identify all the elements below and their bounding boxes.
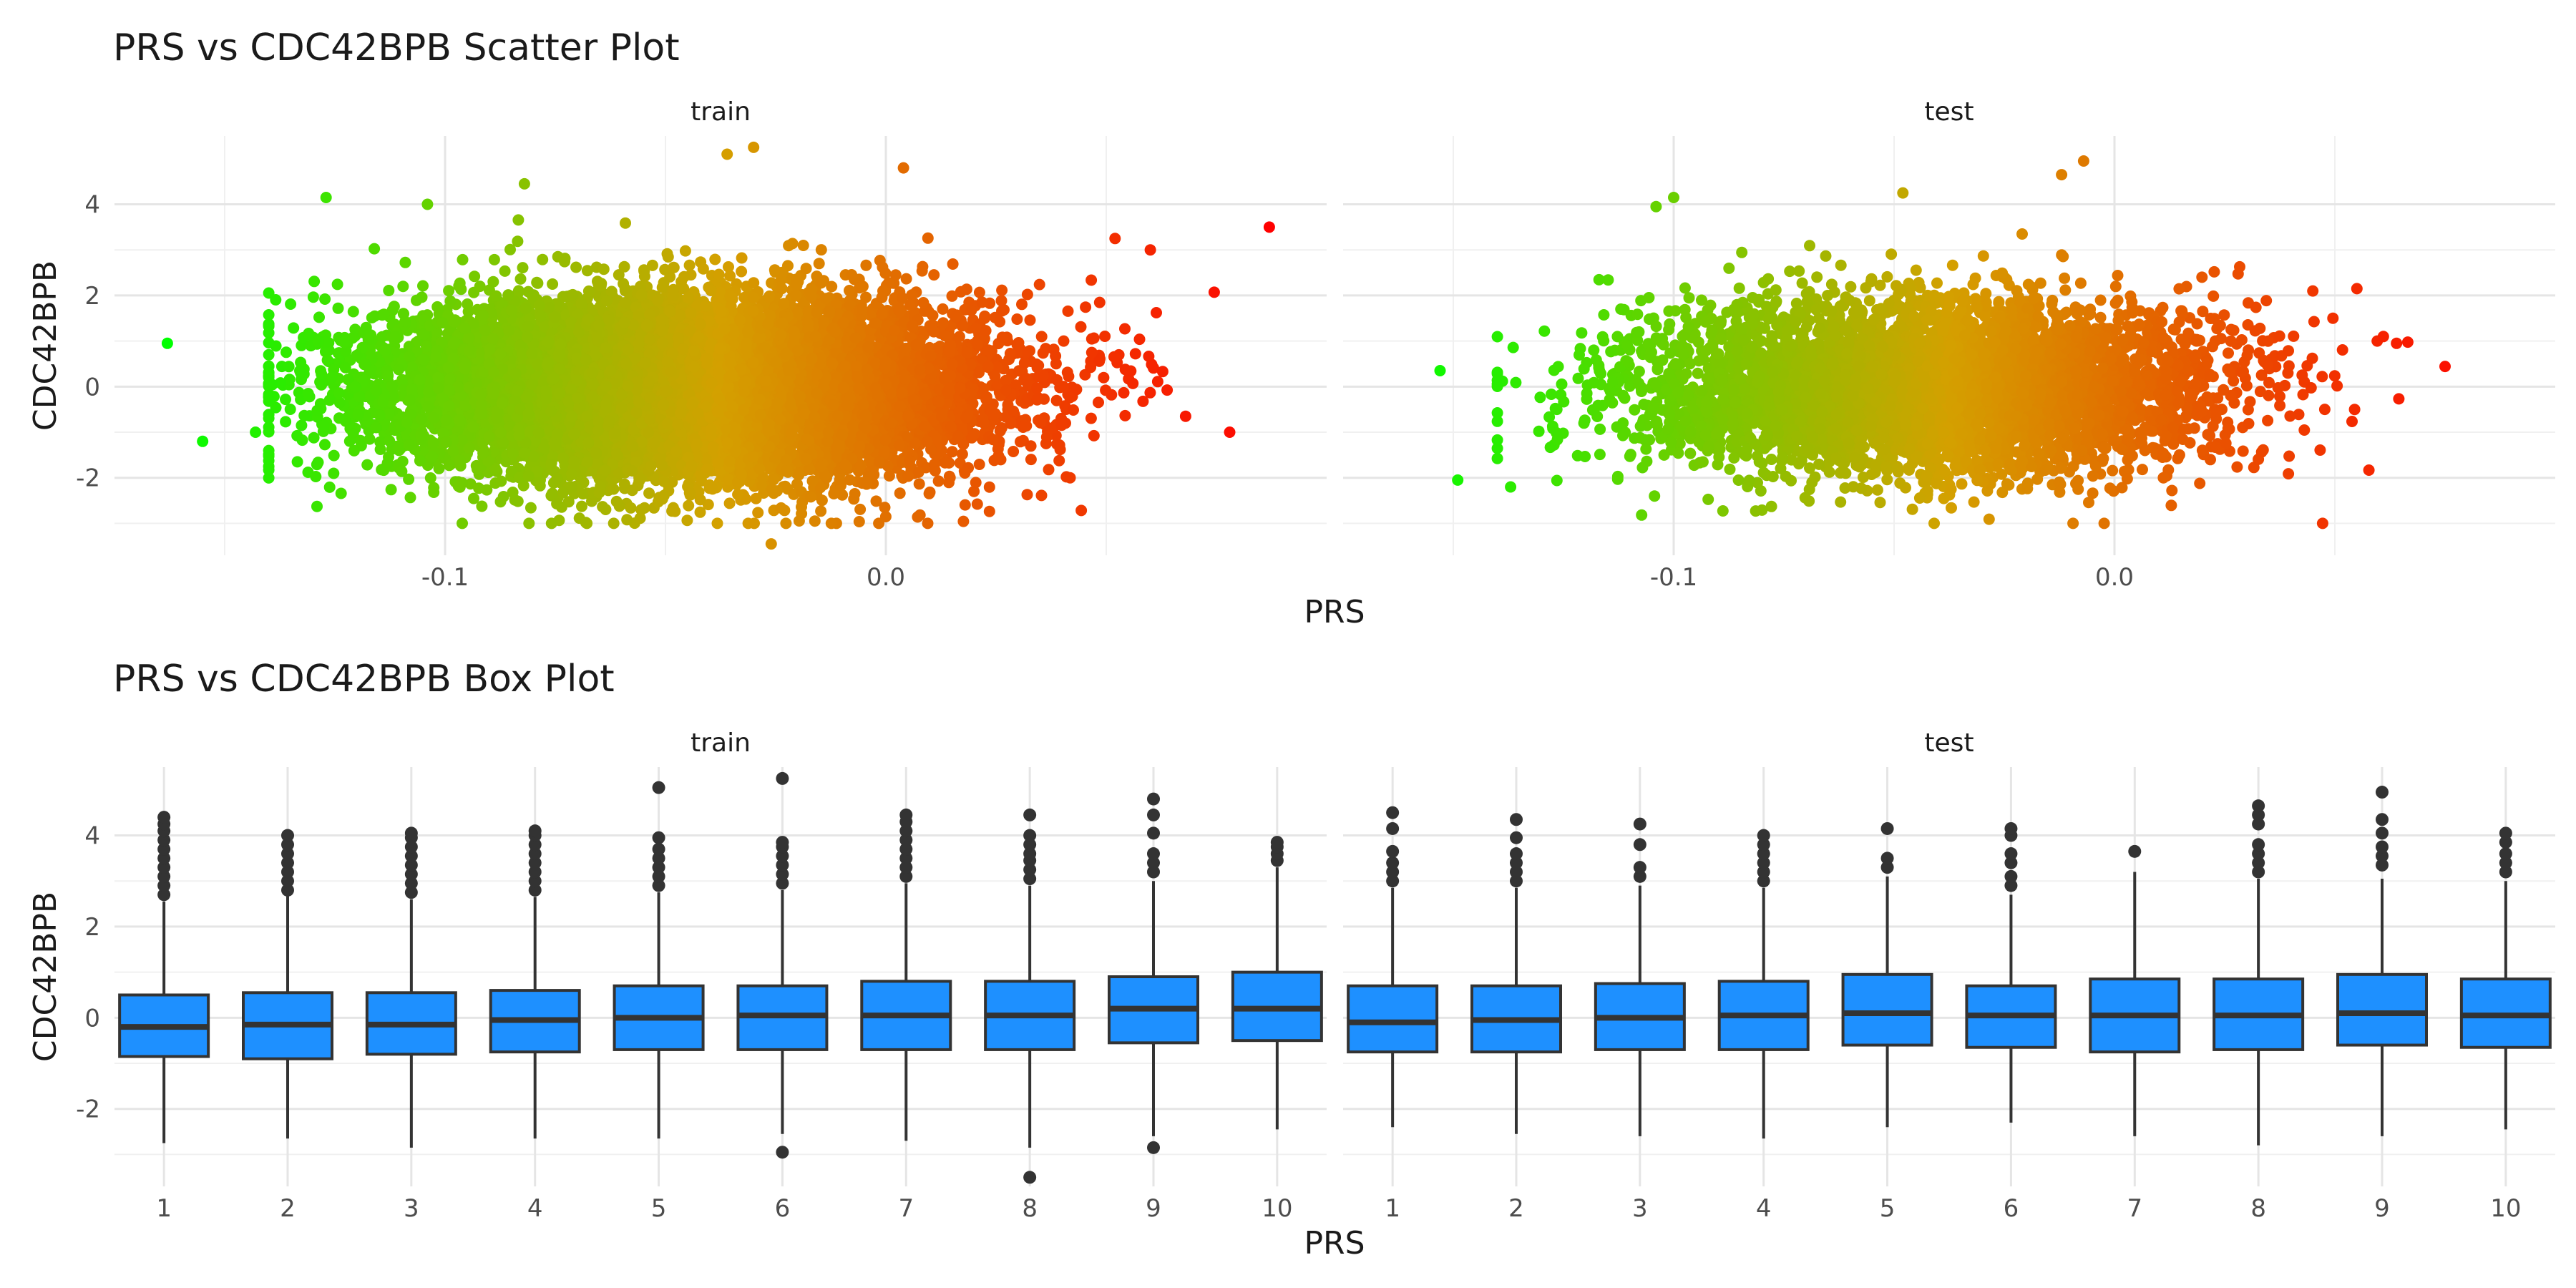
- scatter-point: [280, 346, 292, 358]
- scatter-point: [328, 467, 340, 479]
- scatter-facet-strip-test: test: [1924, 97, 1974, 127]
- scatter-point: [683, 499, 695, 512]
- y-tick-label: -2: [76, 464, 100, 493]
- scatter-points-train: [161, 141, 1275, 550]
- scatter-point: [983, 505, 995, 517]
- scatter-point: [608, 517, 620, 530]
- scatter-point: [1208, 286, 1220, 298]
- scatter-point: [956, 448, 968, 460]
- scatter-point: [313, 311, 325, 323]
- scatter-point: [959, 499, 971, 511]
- scatter-point: [433, 462, 445, 474]
- scatter-point: [328, 449, 340, 462]
- scatter-point: [1035, 331, 1048, 343]
- y-tick-label: 4: [84, 191, 100, 220]
- y-tick-label: 2: [84, 282, 100, 311]
- scatter-point: [280, 394, 291, 406]
- scatter-point: [922, 517, 934, 530]
- scatter-point: [780, 517, 792, 530]
- scatter-point: [547, 278, 559, 290]
- scatter-point: [319, 293, 331, 305]
- scatter-point: [335, 487, 347, 499]
- scatter-point: [971, 498, 983, 510]
- scatter-point: [323, 394, 336, 406]
- scatter-panel-train: -2 0 2 4 -0.1 0.0: [76, 136, 1327, 592]
- scatter-point: [1118, 386, 1130, 399]
- scatter-point: [386, 304, 399, 316]
- scatter-point: [928, 269, 940, 281]
- scatter-point: [694, 506, 706, 518]
- scatter-facet-strip-train: train: [691, 97, 751, 127]
- scatter-point: [736, 265, 748, 278]
- scatter-point: [1021, 489, 1033, 501]
- scatter-point: [296, 434, 308, 447]
- scatter-point: [424, 472, 436, 484]
- scatter-point: [323, 481, 336, 493]
- scatter-point: [894, 487, 906, 499]
- scatter-point: [263, 472, 275, 484]
- scatter-point: [870, 495, 882, 507]
- scatter-point: [947, 258, 959, 270]
- scatter-point: [994, 316, 1006, 328]
- scatter-point: [711, 517, 723, 530]
- y-tick-label: 0: [84, 373, 100, 401]
- scatter-point: [263, 367, 275, 379]
- scatter-point: [666, 476, 678, 488]
- scatter-point: [1100, 384, 1112, 396]
- scatter-point: [922, 232, 934, 244]
- scatter-point: [517, 262, 529, 274]
- scatter-point: [291, 456, 303, 468]
- x-tick-label: -0.1: [421, 563, 469, 592]
- scatter-point: [809, 515, 821, 527]
- scatter-point: [1085, 412, 1097, 424]
- scatter-point: [815, 505, 827, 517]
- scatter-point: [1099, 331, 1111, 342]
- scatter-point: [1119, 323, 1131, 335]
- scatter-point: [736, 252, 748, 264]
- scatter-point: [263, 309, 275, 321]
- scatter-point: [646, 259, 658, 271]
- scatter-point: [514, 273, 527, 285]
- scatter-point: [826, 280, 838, 293]
- scatter-point: [476, 500, 488, 512]
- scatter-point: [995, 295, 1008, 307]
- scatter-point: [428, 482, 440, 494]
- scatter-point: [385, 484, 397, 496]
- scatter-point: [284, 404, 296, 415]
- scatter-plot-title: PRS vs CDC42BPB Scatter Plot: [113, 26, 680, 69]
- scatter-point: [397, 280, 409, 293]
- scatter-point: [973, 286, 985, 298]
- scatter-point: [724, 270, 736, 282]
- scatter-point: [1156, 366, 1169, 378]
- scatter-point: [417, 280, 429, 292]
- scatter-point: [457, 517, 468, 530]
- scatter-point: [1088, 429, 1100, 441]
- scatter-point: [280, 416, 292, 428]
- scatter-point: [713, 268, 725, 280]
- scatter-point: [497, 491, 509, 502]
- scatter-point: [597, 263, 610, 275]
- scatter-point: [900, 273, 912, 285]
- scatter-point: [883, 470, 895, 482]
- scatter-point: [1063, 371, 1075, 382]
- x-tick-label: 0.0: [867, 563, 905, 592]
- scatter-point: [659, 263, 671, 275]
